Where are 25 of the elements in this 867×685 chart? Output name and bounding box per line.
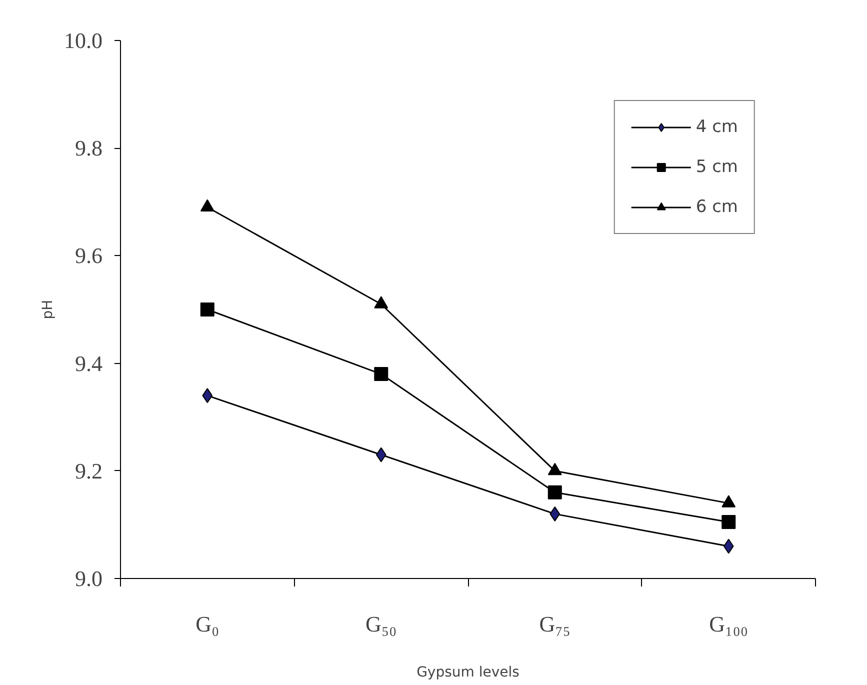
point — [722, 515, 736, 530]
x-tick-label: G₀ — [196, 612, 220, 636]
point — [374, 296, 388, 308]
y-axis-title: pH — [40, 300, 56, 320]
y-tick-label: 10.0 — [64, 28, 102, 53]
x-tick-label: G₅₀ — [366, 612, 397, 636]
point — [200, 302, 214, 316]
x-tick-label: G₇₅ — [539, 612, 570, 636]
y-tick-label: 9.2 — [75, 458, 102, 484]
point — [548, 485, 562, 500]
x-tick-label: G₁₀₀ — [709, 612, 748, 636]
y-tick-label: 9.6 — [75, 243, 102, 268]
point — [374, 367, 388, 382]
point — [550, 506, 560, 522]
point — [200, 199, 214, 212]
legend-label: 4 cm — [696, 117, 738, 137]
point — [723, 538, 734, 554]
point — [376, 447, 386, 462]
point — [202, 388, 213, 404]
y-tick-label: 9.0 — [75, 566, 102, 591]
y-tick-label: 9.8 — [75, 136, 102, 161]
legend-label: 6 cm — [696, 197, 738, 217]
legend-label: 5 cm — [696, 157, 738, 177]
x-axis-title: Gypsum levels — [416, 664, 520, 680]
y-tick-label: 9.4 — [75, 350, 102, 376]
